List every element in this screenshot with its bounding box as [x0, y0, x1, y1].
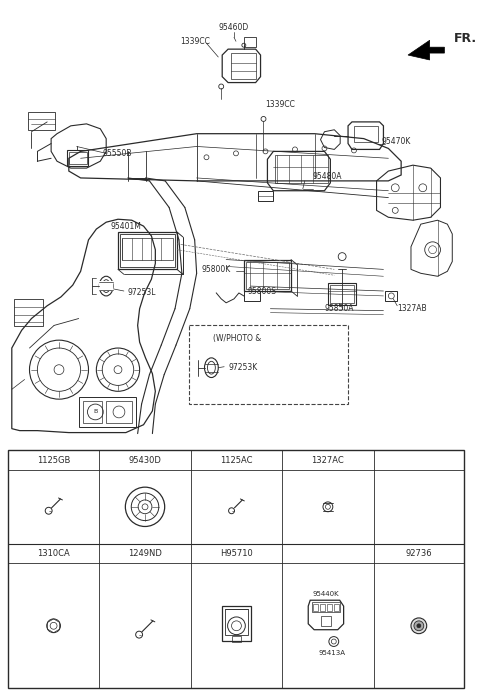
Text: 95850A: 95850A [324, 304, 354, 313]
Polygon shape [408, 41, 444, 60]
Text: 95800S: 95800S [248, 286, 277, 295]
Bar [246, 262, 289, 289]
Text: (W/PHOTO &: (W/PHOTO & [213, 334, 262, 343]
Text: 95401M: 95401M [110, 222, 141, 230]
Bar [328, 283, 356, 304]
Bar [231, 53, 256, 78]
Text: 1339CC: 1339CC [180, 37, 210, 46]
Bar [327, 604, 332, 611]
Bar [313, 604, 318, 611]
Bar [83, 401, 102, 423]
Text: 95480A: 95480A [312, 172, 342, 181]
Text: 1327AB: 1327AB [397, 304, 427, 313]
Text: 1125AC: 1125AC [220, 456, 252, 465]
Bar [354, 126, 378, 141]
Bar [27, 112, 55, 130]
Text: 95470K: 95470K [382, 137, 411, 146]
Bar [321, 616, 331, 626]
Text: 1249ND: 1249ND [128, 549, 162, 558]
Bar [106, 401, 132, 423]
Bar [225, 609, 248, 635]
Bar [222, 606, 251, 641]
Bar [258, 190, 273, 201]
Text: 1327AC: 1327AC [312, 456, 344, 465]
Text: 1125GB: 1125GB [37, 456, 70, 465]
Bar [69, 153, 86, 164]
Bar [244, 260, 291, 291]
Text: 97253L: 97253L [128, 288, 156, 298]
Text: H95710: H95710 [220, 549, 253, 558]
Text: B: B [93, 410, 97, 414]
Bar [120, 234, 175, 267]
Bar [8, 450, 464, 688]
Bar [244, 291, 260, 301]
Text: 1310CA: 1310CA [37, 549, 70, 558]
Circle shape [414, 621, 424, 631]
Bar [385, 291, 397, 301]
Text: 95440K: 95440K [312, 592, 339, 597]
Bar [122, 238, 173, 260]
Text: 97253K: 97253K [228, 363, 257, 372]
Text: 92736: 92736 [406, 549, 432, 558]
Text: 95413A: 95413A [318, 650, 345, 657]
Circle shape [411, 618, 427, 634]
Circle shape [142, 504, 148, 510]
Circle shape [417, 624, 421, 628]
Bar [14, 299, 43, 326]
Text: 95460D: 95460D [219, 23, 249, 32]
Bar [189, 326, 348, 404]
Bar [67, 150, 88, 166]
Bar [330, 285, 354, 303]
Bar [118, 232, 177, 270]
Bar [276, 155, 328, 183]
Bar [312, 602, 340, 612]
Text: 1339CC: 1339CC [265, 99, 295, 108]
Bar [320, 604, 325, 611]
Bar [79, 397, 136, 427]
Bar [99, 281, 113, 291]
Text: 95800K: 95800K [202, 265, 231, 274]
Text: FR.: FR. [454, 32, 478, 45]
Bar [244, 37, 256, 47]
Bar [231, 636, 241, 641]
Text: 95430D: 95430D [129, 456, 161, 465]
Bar [334, 604, 339, 611]
Text: 95550B: 95550B [102, 149, 132, 158]
